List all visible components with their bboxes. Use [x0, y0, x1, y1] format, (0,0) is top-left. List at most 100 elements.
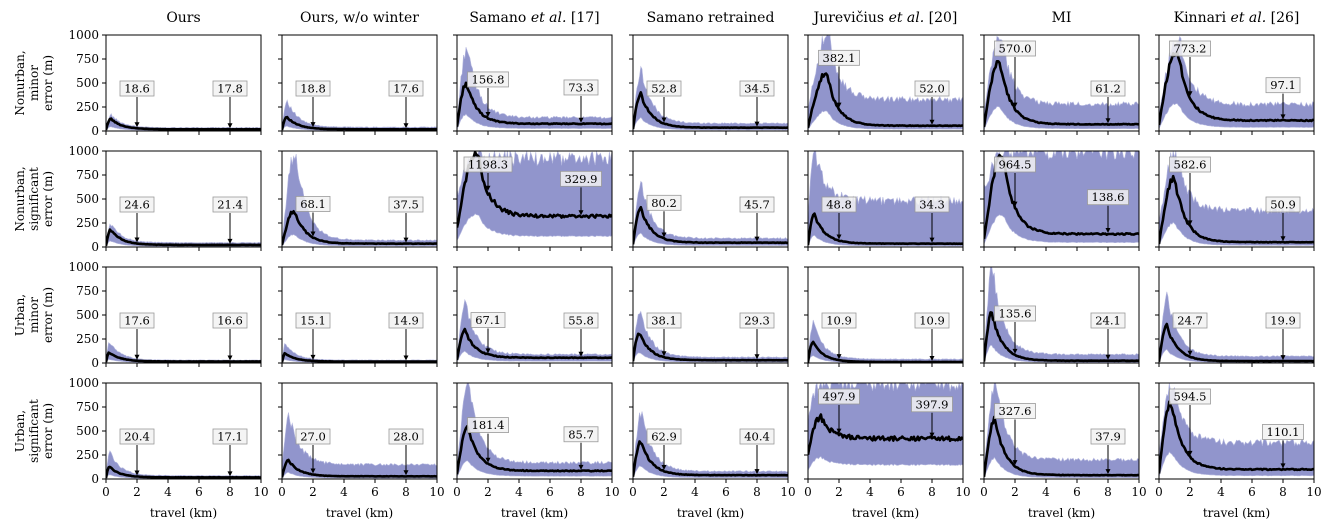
row-label: Nonurban, minor error (m): [13, 50, 55, 115]
median-line: [106, 228, 261, 247]
panel: 570.0 61.2: [980, 34, 1140, 135]
percentile-band: [282, 412, 437, 479]
annotation-arrowhead: [485, 457, 491, 463]
annotation-arrowhead: [1012, 102, 1018, 108]
panel: 80.2 45.7: [629, 150, 789, 251]
y-tick-label: 0: [91, 124, 99, 138]
annotation-box: [994, 403, 1036, 419]
annotation-label: 964.5: [999, 158, 1032, 172]
column-title-part: Ours: [166, 10, 200, 26]
annotation-arrowhead: [1105, 469, 1111, 475]
annotation-label: 110.1: [1267, 425, 1300, 439]
x-tick-label: 0: [629, 485, 637, 499]
annotation-box: [295, 196, 331, 212]
annotation-arrowhead: [836, 428, 842, 434]
x-tick-label: 6: [195, 485, 203, 499]
annotation-arrowhead: [836, 354, 842, 360]
annotation-box: [119, 196, 155, 213]
x-tick-label: 8: [1279, 485, 1287, 499]
x-tick-label: 2: [309, 485, 317, 499]
percentile-band: [457, 298, 612, 363]
annotation-arrowhead: [485, 112, 491, 118]
annotation-label: 50.9: [1270, 198, 1296, 212]
y-tick-label: 500: [76, 192, 99, 206]
median-line: [808, 340, 963, 363]
annotation-arrowhead: [929, 119, 935, 125]
column-title: Samano et al. [17]: [469, 10, 599, 26]
annotation-arrowhead: [836, 234, 842, 240]
row-label-line: Urban,: [13, 294, 27, 336]
panel: 17.6 16.6 0 250 500 750 1000: [68, 260, 262, 370]
percentile-band: [1159, 151, 1314, 247]
median-line: [633, 440, 788, 477]
annotation-arrowhead: [403, 470, 409, 476]
percentile-band: [633, 65, 788, 131]
annotation-arrowhead: [1187, 450, 1193, 456]
annotation-arrowhead: [929, 237, 935, 243]
median-line: [457, 327, 612, 361]
x-tick-label: 8: [226, 485, 234, 499]
y-tick-label: 500: [76, 424, 99, 438]
panel: 382.1 52.0: [804, 34, 964, 135]
annotation-box: [563, 312, 599, 329]
panel: 52.8 34.5: [629, 34, 789, 135]
annotation-label: 20.4: [124, 430, 150, 444]
panel: 135.6 24.1: [980, 266, 1140, 367]
annotation-label: 48.8: [826, 198, 852, 212]
annotation-box: [463, 156, 513, 173]
annotation-arrowhead: [1280, 463, 1286, 469]
x-tick-label: 4: [1217, 485, 1225, 499]
annotation-box: [994, 305, 1036, 322]
annotation-label: 135.6: [999, 306, 1032, 320]
annotation-arrowhead: [227, 123, 233, 129]
y-tick-label: 250: [76, 100, 99, 114]
annotation-arrowhead: [661, 465, 667, 471]
row-label-line: Nonurban,: [13, 166, 27, 231]
annotation-label: 327.6: [999, 404, 1032, 418]
annotation-arrowhead: [754, 354, 760, 360]
y-tick-label: 500: [76, 308, 99, 322]
median-line: [808, 413, 963, 456]
column-title-part: [26]: [1266, 10, 1299, 26]
x-tick-label: 6: [1073, 485, 1081, 499]
annotation-box: [563, 79, 599, 96]
x-tick-label: 0: [102, 485, 110, 499]
x-tick-label: 6: [546, 485, 554, 499]
percentile-band: [633, 180, 788, 247]
x-tick-label: 10: [429, 485, 444, 499]
x-tick-label: 10: [604, 485, 619, 499]
annotation-label: 73.3: [568, 80, 594, 94]
annotation-arrowhead: [754, 121, 760, 127]
x-axis-label: travel (km): [326, 506, 393, 520]
panel: 27.0 28.0 0 2 4 6 8 10 travel (km): [278, 382, 445, 520]
annotation-arrowhead: [754, 469, 760, 475]
annotation-arrowhead: [1280, 236, 1286, 242]
percentile-band: [808, 35, 963, 131]
median-line: [457, 425, 612, 475]
annotation-arrowhead: [929, 355, 935, 361]
annotation-arrowhead: [485, 348, 491, 354]
median-line: [282, 210, 437, 246]
column-title-part: et al.: [531, 10, 567, 26]
annotation-box: [1087, 189, 1129, 206]
row-label-line: significant: [27, 399, 41, 463]
annotation-label: 497.9: [823, 390, 856, 404]
annotation-label: 52.0: [919, 82, 945, 96]
panel: 20.4 17.1 0 250 500 750 1000 0 2 4 6 8 10 travel (km): [68, 376, 268, 520]
x-tick-label: 0: [453, 485, 461, 499]
annotation-box: [295, 80, 331, 97]
median-line: [106, 465, 261, 479]
annotation-arrowhead: [1187, 350, 1193, 356]
percentile-band: [633, 310, 788, 363]
y-tick-label: 1000: [68, 260, 99, 274]
x-tick-label: 8: [753, 485, 761, 499]
y-tick-label: 0: [91, 472, 99, 486]
annotation-box: [739, 196, 775, 213]
annotation-label: 181.4: [472, 418, 505, 432]
annotation-label: 17.1: [217, 430, 243, 444]
row-label-line: error (m): [41, 171, 55, 227]
annotation-label: 62.9: [651, 429, 677, 443]
x-tick-label: 6: [1248, 485, 1256, 499]
column-title: MI: [1052, 10, 1072, 26]
panel: 497.9 397.9 0 2 4 6 8 10 travel (km): [804, 382, 971, 520]
